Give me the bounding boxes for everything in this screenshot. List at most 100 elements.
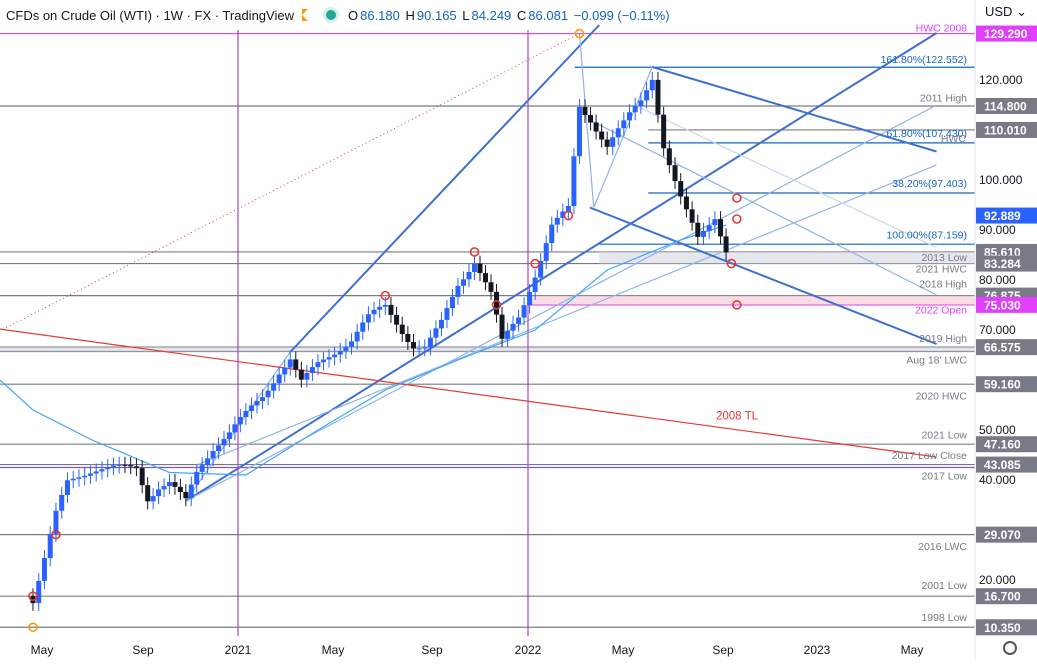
candle [455,277,461,305]
candle-body [298,369,304,380]
candle-body [183,492,189,499]
candle-body [293,359,299,370]
x-axis-tick-label: May [322,643,345,657]
candle [683,188,689,218]
candle-body [232,424,238,433]
candle [326,349,332,368]
candle-body [243,410,249,418]
candle-body [105,467,111,470]
price-badge-bg [976,255,1037,272]
candle [532,269,538,301]
candle-body [260,397,266,402]
candle [627,104,633,129]
flag-icon[interactable] [301,9,308,21]
candle-body [405,334,411,342]
candle [543,235,549,269]
x-axis-tick-label: Sep [421,643,443,657]
candle-body [276,374,282,384]
candle [343,338,349,359]
candle-body [455,285,461,297]
close-value: 86.081 [528,7,569,23]
candle-body [332,354,338,358]
y-axis-tick-label: 90.000 [979,223,1016,237]
x-axis-tick-label: 2023 [804,643,831,657]
candle [410,333,416,357]
candle-body [237,417,243,425]
candle [128,457,134,475]
price-badge: 43.085 [976,456,1037,473]
price-badge-label: 110.010 [984,123,1027,137]
candle [360,314,366,340]
candle [166,474,172,495]
price-badge-bg [976,296,1037,313]
candle [226,424,232,448]
symbol-title[interactable]: CFDs on Crude Oil (WTI) · 1W · FX · Trad… [6,7,294,23]
candle-body [326,357,332,360]
settings-icon[interactable] [1003,641,1017,655]
candle-body [576,106,582,157]
candle-body [82,475,88,478]
channel-resistance-line [289,24,600,353]
price-badge: 16.700 [976,588,1037,605]
price-badge: 110.010 [976,121,1037,138]
candle-body [695,222,701,237]
currency-selector[interactable]: USD ⌄ [985,4,1027,19]
candle-body [438,319,444,329]
candle [438,311,444,337]
candle-body [516,317,522,324]
candle-body [47,533,53,559]
candle-body [723,236,729,253]
candle-body [304,372,310,380]
candle-body [532,277,538,293]
candle-body [70,478,76,481]
candle [216,437,222,459]
candle-body [632,105,638,113]
candle [422,339,428,357]
candle-body [666,148,672,166]
candle-body [93,471,99,474]
candle-body [248,405,254,411]
level-annotation: 2020 HWC [916,391,968,403]
candle-body [226,432,232,440]
candle [388,296,394,323]
candle [304,364,310,388]
candle-body [499,314,505,339]
candle-body [87,473,93,476]
candle-body [615,128,621,138]
chevron-down-icon: ⌄ [1012,4,1027,19]
candle [655,71,661,123]
candle [672,157,678,190]
candle-body [593,122,599,132]
chart-header: CFDs on Crude Oil (WTI) · 1W · FX · Trad… [0,0,975,30]
candle-body [394,314,400,325]
candle-body [610,137,616,147]
price-badge: 75.030 [976,296,1037,313]
candle [538,252,544,286]
candle-body [194,471,200,485]
candle-body [371,309,377,315]
market-status-icon [325,10,336,20]
price-badge-label: 16.700 [984,590,1021,604]
descending-channel-support [589,206,937,345]
ohlc-readout: O 86.180 H 90.165 L 84.249 C 86.081 −0.099 (… [347,7,670,23]
price-badge-bg [976,376,1037,393]
candle [712,211,718,234]
candle [644,82,650,109]
pivot-marker [726,258,737,269]
candle-body [588,115,594,123]
price-badge-bg [976,207,1037,224]
candle [76,469,82,487]
candle [399,316,405,343]
candle [298,361,304,388]
price-badge-label: 10.350 [984,621,1021,635]
candle [188,476,194,507]
candle [560,203,566,226]
x-axis-tick-label: Sep [132,643,154,657]
candle-body [156,489,162,497]
candle-body [128,465,134,467]
candle-body [449,296,455,309]
price-badge-label: 114.800 [984,100,1027,114]
candle-body [315,362,321,368]
price-badge-bg [976,98,1037,114]
